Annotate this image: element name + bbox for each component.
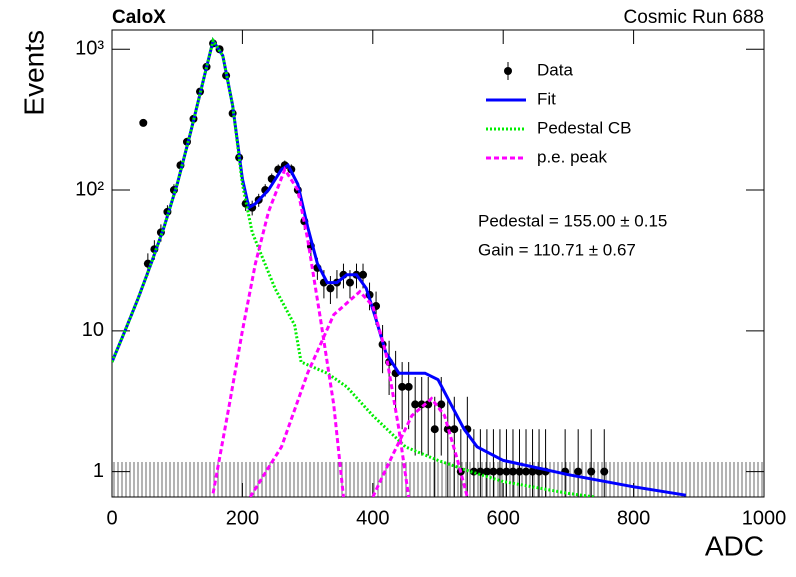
plot-area <box>112 36 687 497</box>
annotation: Gain = 110.71 ± 0.67 <box>478 240 636 259</box>
legend-marker <box>504 67 512 75</box>
data-point <box>450 425 459 434</box>
data-point <box>528 467 537 476</box>
x-tick-label: 1000 <box>742 507 787 529</box>
fit-curve <box>112 36 595 497</box>
y-tick-label: 10² <box>75 178 104 200</box>
data-point <box>359 270 368 279</box>
legend-label: Data <box>537 60 573 79</box>
x-tick-label: 200 <box>226 507 259 529</box>
y-axis-label: Events <box>18 30 49 116</box>
fit-curve <box>211 166 469 497</box>
data-point <box>482 467 491 476</box>
data-point <box>522 467 531 476</box>
data-point <box>515 467 524 476</box>
data-point <box>437 400 446 409</box>
legend-label: p.e. peak <box>537 147 607 166</box>
data-point <box>345 278 354 287</box>
data-point <box>424 400 433 409</box>
data-point <box>502 467 511 476</box>
data-point <box>411 400 420 409</box>
x-tick-label: 0 <box>106 507 117 529</box>
y-tick-label: 10³ <box>75 38 104 60</box>
data-point <box>430 425 439 434</box>
legend-label: Fit <box>537 89 556 108</box>
y-tick-label: 10 <box>82 319 104 341</box>
data-point <box>574 467 583 476</box>
data-point <box>495 467 504 476</box>
data-point <box>326 284 335 293</box>
data-point <box>587 467 596 476</box>
chart-subtitle: Cosmic Run 688 <box>624 7 764 28</box>
plot-frame <box>111 29 765 498</box>
data-point <box>398 382 407 391</box>
x-tick-label: 400 <box>356 507 389 529</box>
data-point <box>600 467 609 476</box>
data-point <box>489 467 498 476</box>
data-point <box>508 467 517 476</box>
annotation: Pedestal = 155.00 ± 0.15 <box>478 211 667 230</box>
fit-curve <box>112 36 687 497</box>
data-point <box>404 382 413 391</box>
x-tick-label: 600 <box>487 507 520 529</box>
y-tick-label: 1 <box>93 460 104 482</box>
legend-label: Pedestal CB <box>537 118 632 137</box>
x-axis-label: ADC <box>705 530 764 561</box>
x-tick-label: 800 <box>617 507 650 529</box>
chart-title: CaloX <box>112 7 166 28</box>
data-point <box>139 118 148 127</box>
